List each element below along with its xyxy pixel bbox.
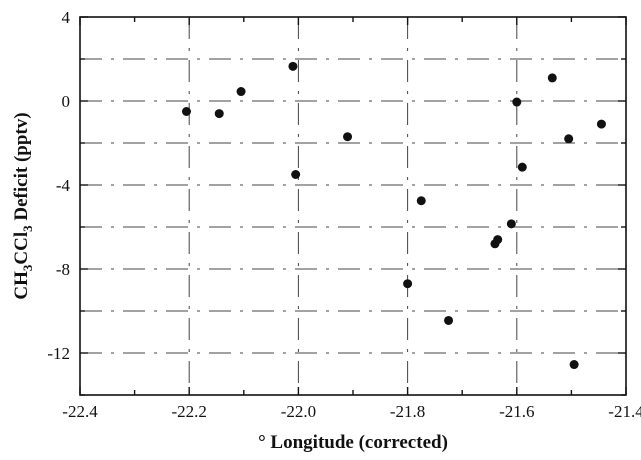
- data-point: [596, 119, 606, 129]
- x-tick-label: -21.4: [608, 402, 641, 421]
- data-points: [181, 61, 606, 370]
- data-point: [288, 61, 298, 71]
- y-axis-title-sub2: 3: [20, 225, 35, 232]
- y-tick-labels: 4 0 -4 -8 -12: [47, 8, 70, 363]
- x-tick-label: -21.8: [390, 402, 425, 421]
- y-axis-title-sub1: 3: [20, 264, 35, 271]
- axis-ticks: [79, 16, 627, 396]
- x-tick-labels: -22.4 -22.2 -22.0 -21.8 -21.6 -21.4: [62, 402, 641, 421]
- data-point: [236, 87, 246, 97]
- y-axis-title: CH3CCl3 Deficit (pptv): [11, 112, 35, 299]
- x-tick-label: -22.0: [281, 402, 316, 421]
- data-point: [343, 132, 353, 142]
- data-point: [291, 170, 301, 179]
- x-tick-label: -22.4: [62, 402, 98, 421]
- data-point: [214, 109, 224, 119]
- y-axis-title-part-b: CCl: [11, 232, 32, 265]
- data-point: [493, 235, 503, 245]
- data-point: [506, 219, 516, 229]
- y-axis-title-part-a: CH: [11, 271, 32, 300]
- y-tick-label: -4: [56, 176, 71, 195]
- data-point: [444, 315, 454, 325]
- data-point: [517, 162, 527, 172]
- data-point: [416, 196, 426, 206]
- data-point: [512, 97, 522, 107]
- data-point: [403, 279, 413, 289]
- grid: [80, 17, 626, 395]
- plot-frame: [79, 16, 627, 396]
- x-axis-title: ° Longitude (corrected): [258, 432, 448, 453]
- y-tick-label: 4: [62, 8, 71, 27]
- x-tick-label: -21.6: [499, 402, 534, 421]
- data-point: [569, 360, 579, 370]
- data-point: [564, 134, 574, 144]
- y-tick-label: 0: [62, 92, 71, 111]
- data-point: [181, 107, 191, 116]
- y-tick-label: -8: [56, 260, 70, 279]
- y-tick-label: -12: [47, 344, 70, 363]
- x-tick-label: -22.2: [171, 402, 206, 421]
- data-point: [547, 73, 557, 83]
- y-axis-title-part-c: Deficit (pptv): [11, 112, 32, 225]
